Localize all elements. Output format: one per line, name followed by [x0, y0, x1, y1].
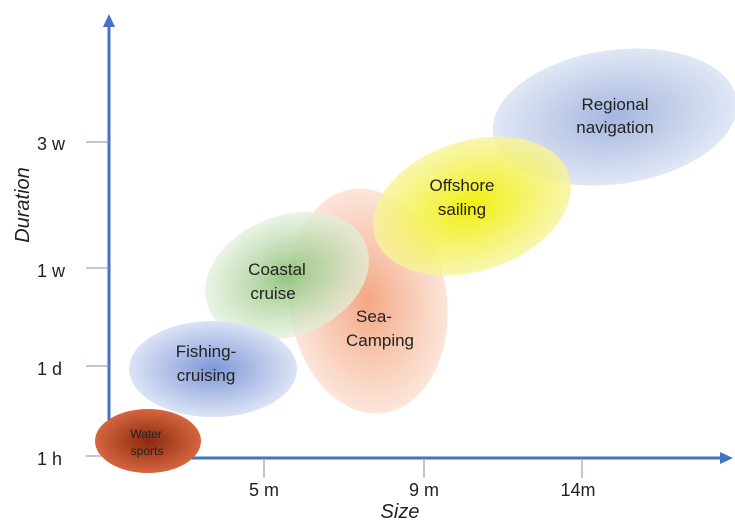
zone-label-line: sailing: [438, 200, 486, 219]
y-tick-label: 1 d: [37, 359, 62, 379]
zone-offshore-sailing: [372, 136, 572, 276]
zone-fishing-cruising: Fishing- cruising: [129, 321, 297, 417]
zone-regional-navigation: Regional navigation: [492, 48, 735, 186]
svg-text:navigation: navigation: [576, 118, 654, 137]
zone-water-sports: Water sports: [95, 409, 201, 473]
svg-text:Camping: Camping: [346, 331, 414, 350]
svg-text:Regional: Regional: [581, 95, 648, 114]
y-tick-label: 1 h: [37, 449, 62, 469]
zone-label-line: Camping: [346, 331, 414, 350]
x-ticks: [263, 458, 583, 478]
zone-labels-top: Sea- Camping Coastal cruise Offshore sai…: [248, 176, 494, 350]
x-axis-arrow-icon: [720, 452, 733, 464]
zone-label-line: sports: [131, 444, 164, 458]
svg-text:Water: Water: [130, 427, 162, 441]
x-tick-label: 5 m: [249, 480, 279, 500]
svg-text:cruising: cruising: [177, 366, 236, 385]
zone-label-line: Sea-: [356, 307, 392, 326]
y-axis: [103, 14, 115, 458]
svg-text:Sea-: Sea-: [356, 307, 392, 326]
zone-label-line: cruise: [250, 284, 295, 303]
zone-label-line: cruising: [177, 366, 236, 385]
svg-text:sailing: sailing: [438, 200, 486, 219]
svg-text:cruise: cruise: [250, 284, 295, 303]
zone-label-line: Coastal: [248, 260, 306, 279]
y-ticks: [86, 141, 109, 457]
zone-label-line: Water: [130, 427, 162, 441]
svg-text:sports: sports: [131, 444, 164, 458]
svg-text:Offshore: Offshore: [430, 176, 495, 195]
y-axis-arrow-icon: [103, 14, 115, 27]
zone-label-line: Regional: [581, 95, 648, 114]
zone-label-line: navigation: [576, 118, 654, 137]
x-axis-title: Size: [381, 501, 420, 523]
zone-label-line: Fishing-: [176, 342, 236, 361]
y-tick-label: 1 w: [37, 261, 66, 281]
x-tick-label: 9 m: [409, 480, 439, 500]
zone-label-line: Offshore: [430, 176, 495, 195]
y-axis-title: Duration: [12, 167, 34, 243]
x-axis: [109, 452, 733, 464]
svg-text:Fishing-: Fishing-: [176, 342, 236, 361]
y-tick-label: 3 w: [37, 134, 66, 154]
zone-coastal-cruise: [205, 211, 369, 341]
x-tick-label: 14m: [560, 480, 595, 500]
svg-text:Coastal: Coastal: [248, 260, 306, 279]
